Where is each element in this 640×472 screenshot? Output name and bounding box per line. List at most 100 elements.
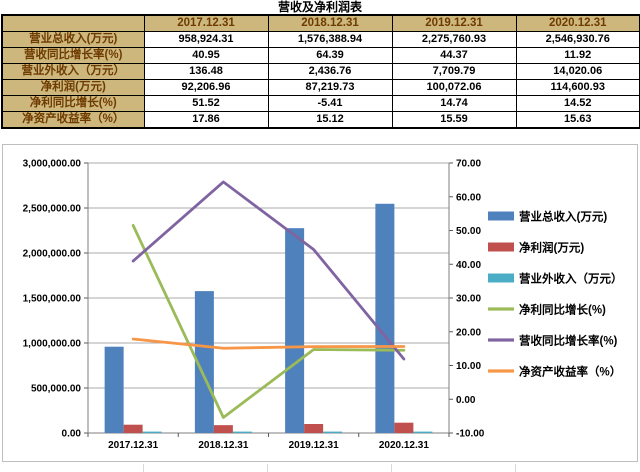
- x-axis-label-0: 2017.12.31: [108, 440, 158, 451]
- cell-roe-0[interactable]: 17.86: [143, 111, 269, 129]
- bar-total-revenue-3[interactable]: [375, 203, 395, 433]
- x-axis-label-3: 2020.12.31: [379, 440, 429, 451]
- legend-swatch-bar-net-profit: [488, 242, 514, 252]
- financial-table: 2017.12.31 2018.12.31 2019.12.31 2020.12.31…: [1, 14, 640, 129]
- legend-item-revenue-growth-rate[interactable]: 营收同比增长率(%): [488, 334, 618, 348]
- cell-total-revenue-3[interactable]: 2,546,930.76: [515, 31, 640, 48]
- cell-total-revenue-2[interactable]: 2,275,760.93: [391, 31, 517, 48]
- cell-revenue-growth-rate-1[interactable]: 64.39: [267, 47, 393, 64]
- bar-non-operating-income-3[interactable]: [413, 431, 433, 433]
- x-axis-label-1: 2018.12.31: [198, 440, 248, 451]
- column-header-1[interactable]: 2018.12.31: [267, 14, 393, 32]
- left-axis-label: 2,000,000.00: [23, 249, 82, 260]
- legend-swatch-bar-total-revenue: [488, 211, 514, 221]
- column-header-3[interactable]: 2020.12.31: [515, 14, 640, 32]
- cell-non-operating-income-3[interactable]: 14,020.06: [515, 63, 640, 80]
- corner-cell[interactable]: [1, 14, 145, 32]
- legend-swatch-bar-non-operating-income: [488, 273, 514, 283]
- column-header-2[interactable]: 2019.12.31: [391, 14, 517, 32]
- cell-net-profit-growth-1[interactable]: -5.41: [267, 95, 393, 112]
- worksheet-gridline: [515, 464, 516, 472]
- bar-total-revenue-0[interactable]: [104, 346, 124, 433]
- bar-non-operating-income-2[interactable]: [323, 431, 343, 433]
- right-axis-label: 0.00: [456, 395, 476, 406]
- revenue-profit-chart[interactable]: 0.00 500,000.00 1,000,000.00 1,500,000.00 2,…: [2, 144, 638, 462]
- cell-roe-2[interactable]: 15.59: [391, 111, 517, 129]
- bar-net-profit-2[interactable]: [304, 423, 324, 433]
- row-label-net-profit-growth[interactable]: 净利同比增长(%): [1, 95, 145, 112]
- table-row-net-profit: 净利润(万元) 92,206.96 87,219.73 100,072.06 114,6…: [1, 79, 640, 96]
- legend-item-net-profit-growth[interactable]: 净利同比增长(%): [488, 303, 606, 317]
- right-axis-label: 30.00: [456, 294, 481, 305]
- bar-total-revenue-1[interactable]: [194, 291, 214, 433]
- cell-roe-1[interactable]: 15.12: [267, 111, 393, 129]
- left-axis-label: 1,500,000.00: [23, 294, 82, 305]
- worksheet-gridline: [143, 464, 144, 472]
- bar-net-profit-0[interactable]: [123, 424, 143, 433]
- worksheet-gridline: [267, 464, 268, 472]
- right-axis-label: 60.00: [456, 192, 481, 203]
- table-row-revenue-growth-rate: 营收同比增长率(%) 40.95 64.39 44.37 11.92: [1, 47, 640, 64]
- legend-item-total-revenue[interactable]: 营业总收入(万元): [488, 210, 607, 224]
- cell-revenue-growth-rate-0[interactable]: 40.95: [143, 47, 269, 64]
- legend-label-total-revenue: 营业总收入(万元): [519, 210, 607, 224]
- bar-net-profit-3[interactable]: [394, 422, 414, 433]
- row-label-net-profit[interactable]: 净利润(万元): [1, 79, 145, 96]
- legend-label-non-operating-income: 营业外收入（万元）: [519, 272, 623, 286]
- left-axis-label: 0.00: [62, 429, 82, 440]
- cell-total-revenue-0[interactable]: 958,924.31: [143, 31, 269, 48]
- header-row: 2017.12.31 2018.12.31 2019.12.31 2020.12.31: [1, 14, 640, 32]
- cell-non-operating-income-1[interactable]: 2,436.76: [267, 63, 393, 80]
- cell-net-profit-1[interactable]: 87,219.73: [267, 79, 393, 96]
- row-label-non-operating-income[interactable]: 营业外收入（万元）: [1, 63, 145, 80]
- table-row-roe: 净资产收益率（%） 17.86 15.12 15.59 15.63: [1, 111, 640, 129]
- legend-label-net-profit-growth: 净利同比增长(%): [519, 303, 606, 317]
- left-axis-label: 3,000,000.00: [23, 159, 82, 170]
- x-axis-label-2: 2019.12.31: [289, 440, 339, 451]
- left-axis-label: 1,000,000.00: [23, 339, 82, 350]
- right-axis-label: 50.00: [456, 226, 481, 237]
- table-row-total-revenue: 营业总收入(万元) 958,924.31 1,576,388.94 2,275,760…: [1, 31, 640, 48]
- cell-non-operating-income-2[interactable]: 7,709.79: [391, 63, 517, 80]
- line-revenue-growth-rate[interactable]: [131, 180, 406, 361]
- right-axis-label: 70.00: [456, 159, 481, 170]
- line-roe[interactable]: [131, 337, 406, 350]
- legend-label-revenue-growth-rate: 营收同比增长率(%): [519, 334, 618, 348]
- table-title: 营收及净利润表: [277, 0, 362, 14]
- left-axis-label: 500,000.00: [31, 384, 81, 395]
- cell-net-profit-2[interactable]: 100,072.06: [391, 79, 517, 96]
- legend-item-roe[interactable]: 净资产收益率（%）: [488, 365, 621, 379]
- line-net-profit-growth[interactable]: [131, 223, 406, 419]
- cell-roe-3[interactable]: 15.63: [515, 111, 640, 129]
- legend-item-non-operating-income[interactable]: 营业外收入（万元）: [488, 272, 623, 286]
- cell-non-operating-income-0[interactable]: 136.48: [143, 63, 269, 80]
- cell-net-profit-0[interactable]: 92,206.96: [143, 79, 269, 96]
- row-label-revenue-growth-rate[interactable]: 营收同比增长率(%): [1, 47, 145, 64]
- cell-revenue-growth-rate-3[interactable]: 11.92: [515, 47, 640, 64]
- bar-non-operating-income-1[interactable]: [232, 431, 252, 433]
- table-row-net-profit-growth: 净利同比增长(%) 51.52 -5.41 14.74 14.52: [1, 95, 640, 112]
- row-label-roe[interactable]: 净资产收益率（%）: [1, 111, 145, 129]
- table-row-non-operating-income: 营业外收入（万元） 136.48 2,436.76 7,709.79 14,020.06: [1, 63, 640, 80]
- bar-total-revenue-2[interactable]: [285, 228, 305, 433]
- right-axis-label: 40.00: [456, 260, 481, 271]
- worksheet-gridline: [391, 464, 392, 472]
- legend-swatch-line-roe: [488, 369, 514, 373]
- cell-net-profit-3[interactable]: 114,600.93: [515, 79, 640, 96]
- legend-swatch-line-net-profit-growth: [488, 307, 514, 311]
- legend-swatch-line-revenue-growth-rate: [488, 338, 514, 342]
- legend-item-net-profit[interactable]: 净利润(万元): [488, 241, 584, 255]
- cell-net-profit-growth-3[interactable]: 14.52: [515, 95, 640, 112]
- bar-non-operating-income-0[interactable]: [142, 431, 162, 433]
- row-label-total-revenue[interactable]: 营业总收入(万元): [1, 31, 145, 48]
- legend-label-net-profit: 净利润(万元): [519, 241, 584, 255]
- bar-net-profit-1[interactable]: [213, 425, 233, 433]
- column-header-0[interactable]: 2017.12.31: [143, 14, 269, 32]
- cell-net-profit-growth-2[interactable]: 14.74: [391, 95, 517, 112]
- left-axis-label: 2,500,000.00: [23, 204, 82, 215]
- cell-net-profit-growth-0[interactable]: 51.52: [143, 95, 269, 112]
- right-axis-label: -10.00: [456, 429, 485, 440]
- cell-revenue-growth-rate-2[interactable]: 44.37: [391, 47, 517, 64]
- cell-total-revenue-1[interactable]: 1,576,388.94: [267, 31, 393, 48]
